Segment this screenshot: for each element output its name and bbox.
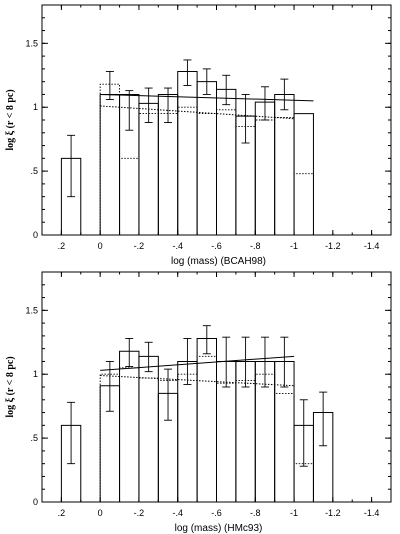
y-tick-label: 1 bbox=[33, 102, 38, 112]
solid-histogram-bin bbox=[196, 81, 217, 235]
x-tick-label: -1.4 bbox=[364, 508, 380, 518]
x-tick-label: -.6 bbox=[211, 241, 222, 251]
x-tick-label: -.2 bbox=[134, 508, 145, 518]
x-axis-title: log (mass) (HMc93) bbox=[175, 523, 263, 534]
x-tick-label: -1 bbox=[290, 241, 298, 251]
x-tick-label: -1.4 bbox=[364, 241, 380, 251]
solid-histogram-bin bbox=[99, 93, 121, 235]
x-tick-label: -.4 bbox=[172, 508, 183, 518]
y-tick-label: 0 bbox=[33, 230, 38, 240]
solid-fit-line bbox=[100, 355, 295, 371]
y-tick-label: 1.5 bbox=[25, 305, 38, 315]
x-tick-label: .2 bbox=[58, 241, 66, 251]
x-tick-label: 0 bbox=[98, 241, 103, 251]
x-tick-label: 0 bbox=[98, 508, 103, 518]
y-axis-title: log ξ (r < 8 pc) bbox=[5, 356, 16, 417]
y-tick-label: .5 bbox=[30, 166, 38, 176]
dotted-histogram bbox=[99, 355, 314, 502]
x-tick-label: -.8 bbox=[250, 508, 261, 518]
y-tick-label: 1.5 bbox=[25, 38, 38, 48]
panel-hmc93: .2 0 -.2 -.4 -.6 -.8 -1 -1.2 -1.4 0 .5 1 1.5 log (mas… bbox=[5, 271, 392, 534]
dotted-fit-line bbox=[100, 105, 295, 120]
solid-histogram-bin bbox=[254, 101, 276, 235]
y-tick-label: 1 bbox=[33, 369, 38, 379]
solid-histogram-bin bbox=[138, 102, 159, 235]
x-tick-label: .2 bbox=[58, 508, 66, 518]
solid-histogram-bin bbox=[177, 70, 198, 235]
x-tick-label: -1 bbox=[290, 508, 298, 518]
panel-bcah98: .2 0 -.2 -.4 -.6 -.8 -1 -1.2 -1.4 0 .5 1 1.5 log (mas… bbox=[5, 4, 392, 267]
x-tick-label: -.2 bbox=[134, 241, 145, 251]
x-tick-label: -.6 bbox=[211, 508, 222, 518]
x-tick-label: -.8 bbox=[250, 241, 261, 251]
solid-histogram-bin bbox=[274, 93, 295, 235]
x-tick-label: -1.2 bbox=[325, 508, 341, 518]
dotted-fit-line bbox=[100, 375, 295, 387]
y-axis-title: log ξ (r < 8 pc) bbox=[5, 89, 16, 150]
y-tick-label: .5 bbox=[30, 433, 38, 443]
x-tick-label: -1.2 bbox=[325, 241, 341, 251]
solid-histogram-bin bbox=[119, 350, 140, 502]
solid-histogram-bin bbox=[216, 88, 237, 235]
y-tick-label: 0 bbox=[33, 497, 38, 507]
x-tick-label: -.4 bbox=[172, 241, 183, 251]
dotted-histogram bbox=[99, 83, 314, 235]
solid-histogram-bin bbox=[293, 113, 314, 235]
x-axis-title: log (mass) (BCAH98) bbox=[171, 256, 266, 267]
solid-fit-line bbox=[100, 93, 314, 102]
